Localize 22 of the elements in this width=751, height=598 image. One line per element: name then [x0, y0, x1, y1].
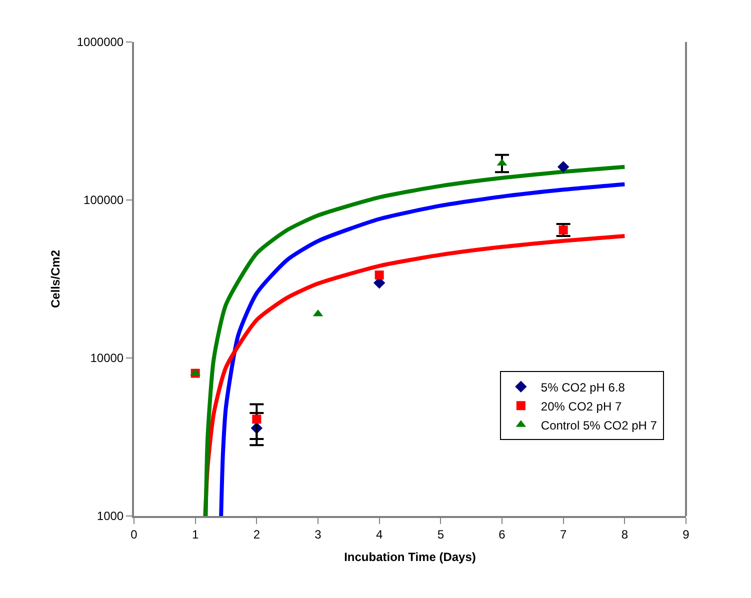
y-tick-label: 100000 — [84, 193, 124, 208]
y-tick-label: 1000 — [96, 509, 124, 524]
x-tick-label: 4 — [376, 527, 383, 542]
point — [374, 270, 384, 280]
legend-label: 5% CO2 pH 6.8 — [540, 380, 626, 394]
x-tick-label: 3 — [314, 527, 322, 542]
point — [557, 161, 570, 173]
x-tick-label: 0 — [130, 527, 138, 542]
x-tick-label: 5 — [437, 527, 444, 542]
x-tick-label: 8 — [621, 527, 628, 542]
legend-label: Control 5% CO2 pH 7 — [540, 418, 658, 432]
x-tick-label: 7 — [560, 527, 567, 542]
x-axis-title: Incubation Time (Days) — [344, 550, 476, 564]
y-axis-title: Cells/Cm2 — [48, 250, 63, 308]
y-tick-label: 10000 — [90, 351, 124, 366]
point — [252, 414, 262, 424]
y-tick-label: 1000000 — [76, 35, 124, 50]
legend-label: 20% CO2 pH 7 — [540, 399, 622, 414]
x-tick-label: 9 — [682, 527, 690, 542]
x-tick-label: 1 — [192, 527, 199, 542]
x-tick-label: 6 — [498, 527, 506, 542]
x-tick-label: 2 — [253, 527, 260, 542]
